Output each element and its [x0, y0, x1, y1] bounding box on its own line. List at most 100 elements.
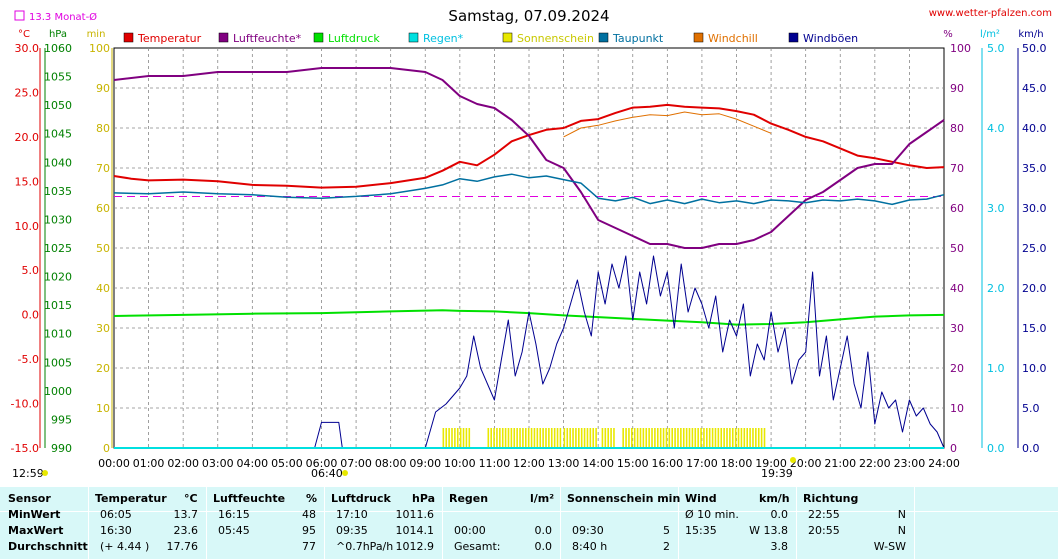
sunshine-bar — [580, 428, 583, 448]
sunshine-bar — [729, 428, 731, 448]
sunshine-bar — [601, 428, 604, 448]
series-line-luftdruck — [113, 309, 945, 326]
series-line-temperatur — [113, 103, 945, 189]
x-tick-label: 19:00 — [755, 457, 787, 470]
sunshine-bar — [720, 428, 723, 448]
axis-tick-minutes: 90 — [96, 82, 110, 95]
legend-swatch-temperatur — [123, 32, 134, 43]
sunshine-bar — [642, 428, 645, 448]
axis-tick-temp: 15.0 — [15, 175, 40, 188]
axis-tick-humidity: 80 — [950, 122, 964, 135]
axis-tick-humidity: 70 — [950, 162, 964, 175]
sunshine-bar — [462, 428, 465, 448]
axis-tick-pressure: 1055 — [44, 71, 72, 84]
legend: Temperatur Luftfeuchte* Luftdruck Regen* Son… — [123, 32, 858, 45]
legend-swatch-luftfeuchte — [218, 32, 229, 43]
sunshine-bar — [677, 428, 679, 448]
legend-swatch-taupunkt — [598, 32, 609, 43]
sunshine-bar — [662, 428, 665, 448]
axis-tick-humidity: 90 — [950, 82, 964, 95]
sunshine-bar — [524, 428, 527, 448]
sunshine-bar — [507, 428, 510, 448]
stat-cell-press-val: 1014.1 — [395, 524, 435, 537]
sunshine-bar — [456, 428, 459, 448]
axis-tick-rain: 3.0 — [987, 202, 1005, 215]
sunshine-bar — [490, 428, 492, 448]
axis-tick-humidity: 60 — [950, 202, 964, 215]
stat-cell-rain-time: Gesamt: — [454, 540, 501, 553]
stat-cell-press-val: 1011.6 — [395, 508, 435, 521]
sunshine-bar — [530, 428, 533, 448]
stat-cell-dir-time: 22:55 — [808, 508, 840, 521]
x-tick-label: 21:00 — [824, 457, 856, 470]
axis-tick-rain: 1.0 — [987, 362, 1005, 375]
header-direction: Richtung — [803, 492, 859, 505]
series-line-windchill — [563, 111, 772, 138]
sunshine-bar — [633, 428, 636, 448]
stat-cell-rain-val: 0.0 — [534, 540, 553, 553]
header-pressure-unit: hPa — [412, 492, 436, 505]
sun-icon-noon — [42, 470, 48, 476]
x-tick-label: 15:00 — [617, 457, 649, 470]
x-tick-label: 03:00 — [202, 457, 234, 470]
sunshine-bar — [763, 428, 766, 448]
series-line-taupunkt — [113, 173, 945, 206]
legend-label-temperatur: Temperatur — [137, 32, 202, 45]
sunshine-bar — [445, 428, 448, 448]
sunshine-bar — [714, 428, 717, 448]
sunshine-bar — [757, 428, 760, 448]
sunshine-bar — [711, 428, 714, 448]
sunshine-bar — [734, 428, 737, 448]
sunshine-bar — [499, 428, 501, 448]
axis-tick-pressure: 1000 — [44, 385, 72, 398]
axis-tick-temp: 20.0 — [15, 131, 40, 144]
axis-tick-pressure: 1010 — [44, 328, 72, 341]
table-col-divider — [678, 487, 679, 559]
header-temp-unit: °C — [184, 492, 198, 505]
axis-unit-pressure: hPa — [49, 29, 67, 40]
table-col-divider — [796, 487, 797, 559]
sunshine-bar — [622, 428, 624, 448]
axis-tick-minutes: 20 — [96, 362, 110, 375]
axis-tick-pressure: 1005 — [44, 356, 72, 369]
sunshine-bar — [671, 428, 674, 448]
sunshine-bar — [631, 428, 633, 448]
sunshine-bar — [539, 428, 542, 448]
x-tick-label: 04:00 — [236, 457, 268, 470]
sunshine-bar — [706, 428, 708, 448]
sunshine-bar — [589, 428, 592, 448]
stat-cell-dir-val: N — [897, 524, 906, 537]
stat-cell-hum-time: 16:15 — [218, 508, 250, 521]
axis-tick-pressure: 1025 — [44, 242, 72, 255]
legend-label-taupunkt: Taupunkt — [612, 32, 664, 45]
axis-tick-rain: 4.0 — [987, 122, 1005, 135]
header-wind-unit: km/h — [759, 492, 790, 505]
sunshine-bar — [496, 428, 498, 448]
axis-tick-wind: 15.0 — [1022, 322, 1047, 335]
sunshine-bar — [697, 428, 699, 448]
sunshine-bar — [583, 428, 586, 448]
header-sensor: Sensor — [8, 492, 51, 505]
axis-tick-minutes: 50 — [96, 242, 110, 255]
sunshine-bar — [548, 428, 550, 448]
stat-cell-sun-val: 2 — [663, 540, 670, 553]
sunshine-bar — [519, 428, 521, 448]
stat-cell-label: MinWert — [8, 508, 61, 521]
sunshine-bar — [737, 428, 740, 448]
sunshine-bar — [578, 428, 580, 448]
sunshine-bar — [645, 428, 648, 448]
axis-tick-temp: -10.0 — [11, 398, 39, 411]
sunshine-bar — [454, 428, 456, 448]
x-tick-label: 12:00 — [513, 457, 545, 470]
sunshine-bar — [527, 428, 530, 448]
sunshine-bar — [522, 428, 524, 448]
sunshine-bar — [533, 428, 536, 448]
header-rain: Regen — [449, 492, 489, 505]
axis-tick-pressure: 1030 — [44, 213, 72, 226]
x-tick-label: 16:00 — [651, 457, 683, 470]
grid-layer — [113, 47, 945, 449]
sunshine-bar — [451, 428, 453, 448]
stat-cell-press-time: 09:35 — [336, 524, 368, 537]
x-tick-label: 18:00 — [721, 457, 753, 470]
sunshine-bar — [740, 428, 743, 448]
